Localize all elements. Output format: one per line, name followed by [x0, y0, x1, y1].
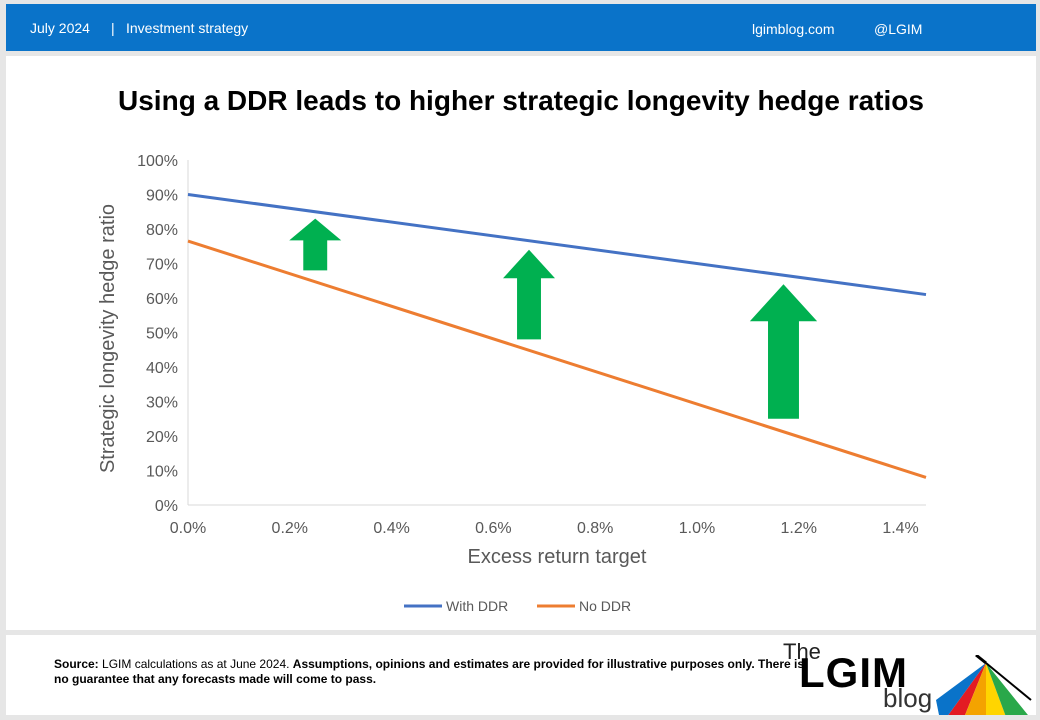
legend-label: With DDR — [446, 598, 508, 614]
x-tick-label: 0.2% — [272, 520, 308, 537]
y-tick-label: 60% — [146, 291, 178, 308]
header-separator: | — [111, 20, 115, 36]
line-chart: 0% 10% 20% 30% 40% 50% 60% 70% 80% 90% 100% 0.0% 0.2… — [97, 153, 927, 614]
y-tick-label: 40% — [146, 360, 178, 377]
legend-label: No DDR — [579, 598, 631, 614]
chart-title: Using a DDR leads to higher strategic lo… — [118, 85, 924, 116]
x-tick-label: 0.6% — [475, 520, 511, 537]
logo-blog: blog — [883, 683, 933, 713]
x-tick-label: 1.0% — [679, 520, 715, 537]
logo-the: The — [783, 639, 821, 664]
x-tick-label: 0.8% — [577, 520, 613, 537]
x-tick-label: 1.4% — [882, 520, 918, 537]
site-link[interactable]: lgimblog.com — [752, 21, 835, 37]
source-label: Source: — [54, 657, 99, 671]
y-tick-label: 90% — [146, 188, 178, 205]
series-line-with-ddr — [187, 193, 927, 297]
y-tick-label: 10% — [146, 464, 178, 481]
section-link[interactable]: Investment strategy — [126, 20, 249, 36]
up-arrow-icon — [289, 218, 342, 271]
y-tick-label: 30% — [146, 395, 178, 412]
y-tick-label: 70% — [146, 257, 178, 274]
umbrella-logo-icon — [936, 655, 1032, 715]
disclaimer-text: Assumptions, opinions and estimates are … — [54, 657, 805, 686]
y-tick-label: 20% — [146, 429, 178, 446]
y-tick-label: 0% — [155, 498, 178, 515]
y-axis-label: Strategic longevity hedge ratio — [97, 204, 119, 473]
up-arrow-icon — [503, 249, 556, 340]
series-line-no-ddr — [187, 239, 927, 479]
y-tick-label: 100% — [137, 153, 178, 170]
source-text: LGIM calculations as at June 2024. — [98, 657, 293, 671]
logo-lgim: LGIM — [799, 649, 908, 696]
y-tick-label: 50% — [146, 326, 178, 343]
up-arrow-icon — [749, 284, 818, 419]
publish-date: July 2024 — [30, 20, 90, 36]
chart-panel: Using a DDR leads to higher strategic lo… — [6, 56, 1036, 630]
x-tick-label: 1.2% — [781, 520, 817, 537]
source-note: Source: LGIM calculations as at June 202… — [54, 657, 814, 687]
x-tick-label: 0.4% — [373, 520, 409, 537]
footer: Source: LGIM calculations as at June 202… — [6, 635, 1036, 715]
y-tick-label: 80% — [146, 222, 178, 239]
top-banner: July 2024 | Investment strategy lgimblog… — [6, 4, 1036, 51]
twitter-handle-link[interactable]: @LGIM — [874, 21, 923, 37]
x-tick-label: 0.0% — [170, 520, 206, 537]
x-axis-label: Excess return target — [468, 546, 647, 568]
